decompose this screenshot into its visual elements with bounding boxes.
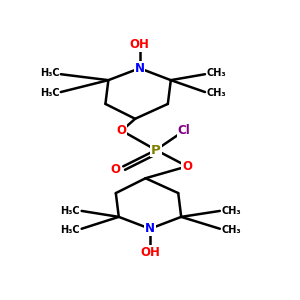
Text: O: O [111,163,121,176]
Text: CH₃: CH₃ [221,225,241,235]
Text: N: N [145,222,155,235]
Text: O: O [117,124,127,137]
Text: H₃C: H₃C [40,88,59,98]
Text: CH₃: CH₃ [206,68,226,78]
Text: Cl: Cl [178,124,190,137]
Text: CH₃: CH₃ [221,206,241,216]
Text: H₃C: H₃C [61,206,80,216]
Text: OH: OH [130,38,149,51]
Text: OH: OH [140,246,160,259]
Text: CH₃: CH₃ [206,88,226,98]
Text: O: O [182,160,192,173]
Text: H₃C: H₃C [61,225,80,235]
Text: N: N [135,62,145,75]
Text: P: P [151,143,161,157]
Text: H₃C: H₃C [40,68,59,78]
